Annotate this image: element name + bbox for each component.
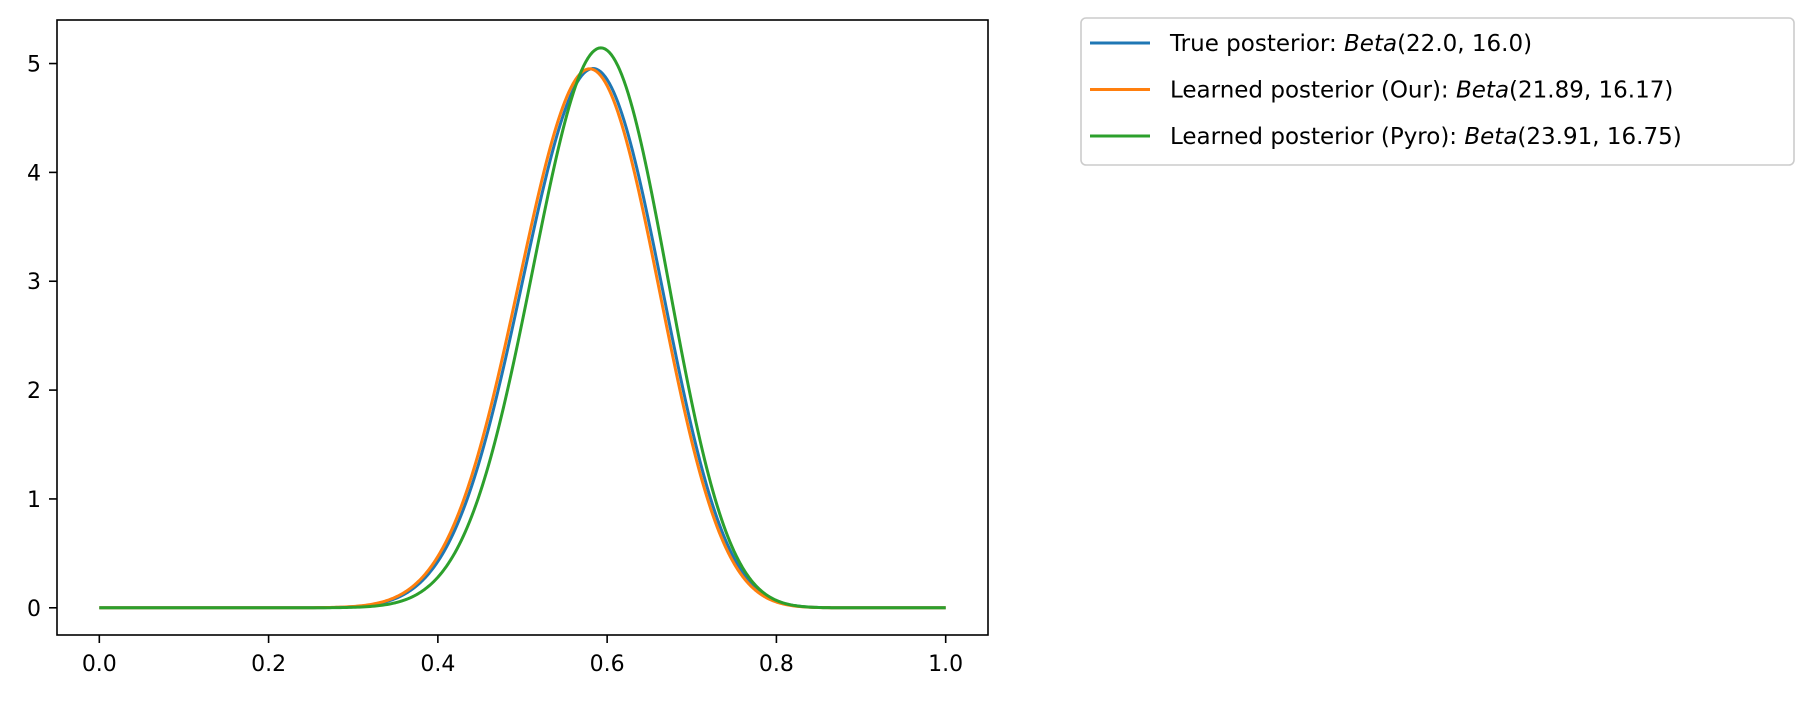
legend-label-args: (21.89, 16.17) [1509,78,1673,104]
legend-label: True posterior: Beta(22.0, 16.0) [1169,31,1532,57]
x-tick-label: 0.6 [590,652,625,677]
legend-label: Learned posterior (Pyro): Beta(23.91, 16… [1170,124,1682,150]
series-line-2 [99,67,946,610]
series-line-1 [99,67,946,610]
y-tick-label: 3 [27,270,41,295]
legend-label-prefix: Learned posterior (Pyro): [1170,124,1464,150]
legend-label: Learned posterior (Our): Beta(21.89, 16.… [1170,78,1673,104]
legend: True posterior: Beta(22.0, 16.0)Learned … [1080,17,1795,166]
x-tick-label: 0.0 [82,652,117,677]
legend-label-formula: Beta [1464,124,1517,150]
axes: 0.0 0.2 0.4 0.6 0.8 1.0 0 1 2 3 4 5 [27,19,989,677]
y-tick-label: 4 [27,161,41,186]
x-tick-label: 0.8 [759,652,794,677]
plot-area [99,46,946,610]
axes-frame [56,19,989,636]
y-tick-label: 0 [27,597,41,622]
x-tick-label: 0.2 [251,652,286,677]
legend-label-prefix: Learned posterior (Our): [1170,78,1456,104]
y-tick-label: 5 [27,53,41,78]
legend-label-prefix: True posterior: [1169,31,1344,57]
x-tick-label: 0.4 [420,652,455,677]
y-tick-label: 2 [27,379,41,404]
x-tick-label: 1.0 [928,652,963,677]
legend-label-formula: Beta [1344,31,1397,57]
series-line-3 [99,46,946,610]
legend-label-args: (22.0, 16.0) [1397,31,1532,57]
legend-label-formula: Beta [1456,78,1509,104]
y-tick-label: 1 [27,488,41,513]
legend-box [1080,17,1795,166]
legend-label-args: (23.91, 16.75) [1517,124,1681,150]
